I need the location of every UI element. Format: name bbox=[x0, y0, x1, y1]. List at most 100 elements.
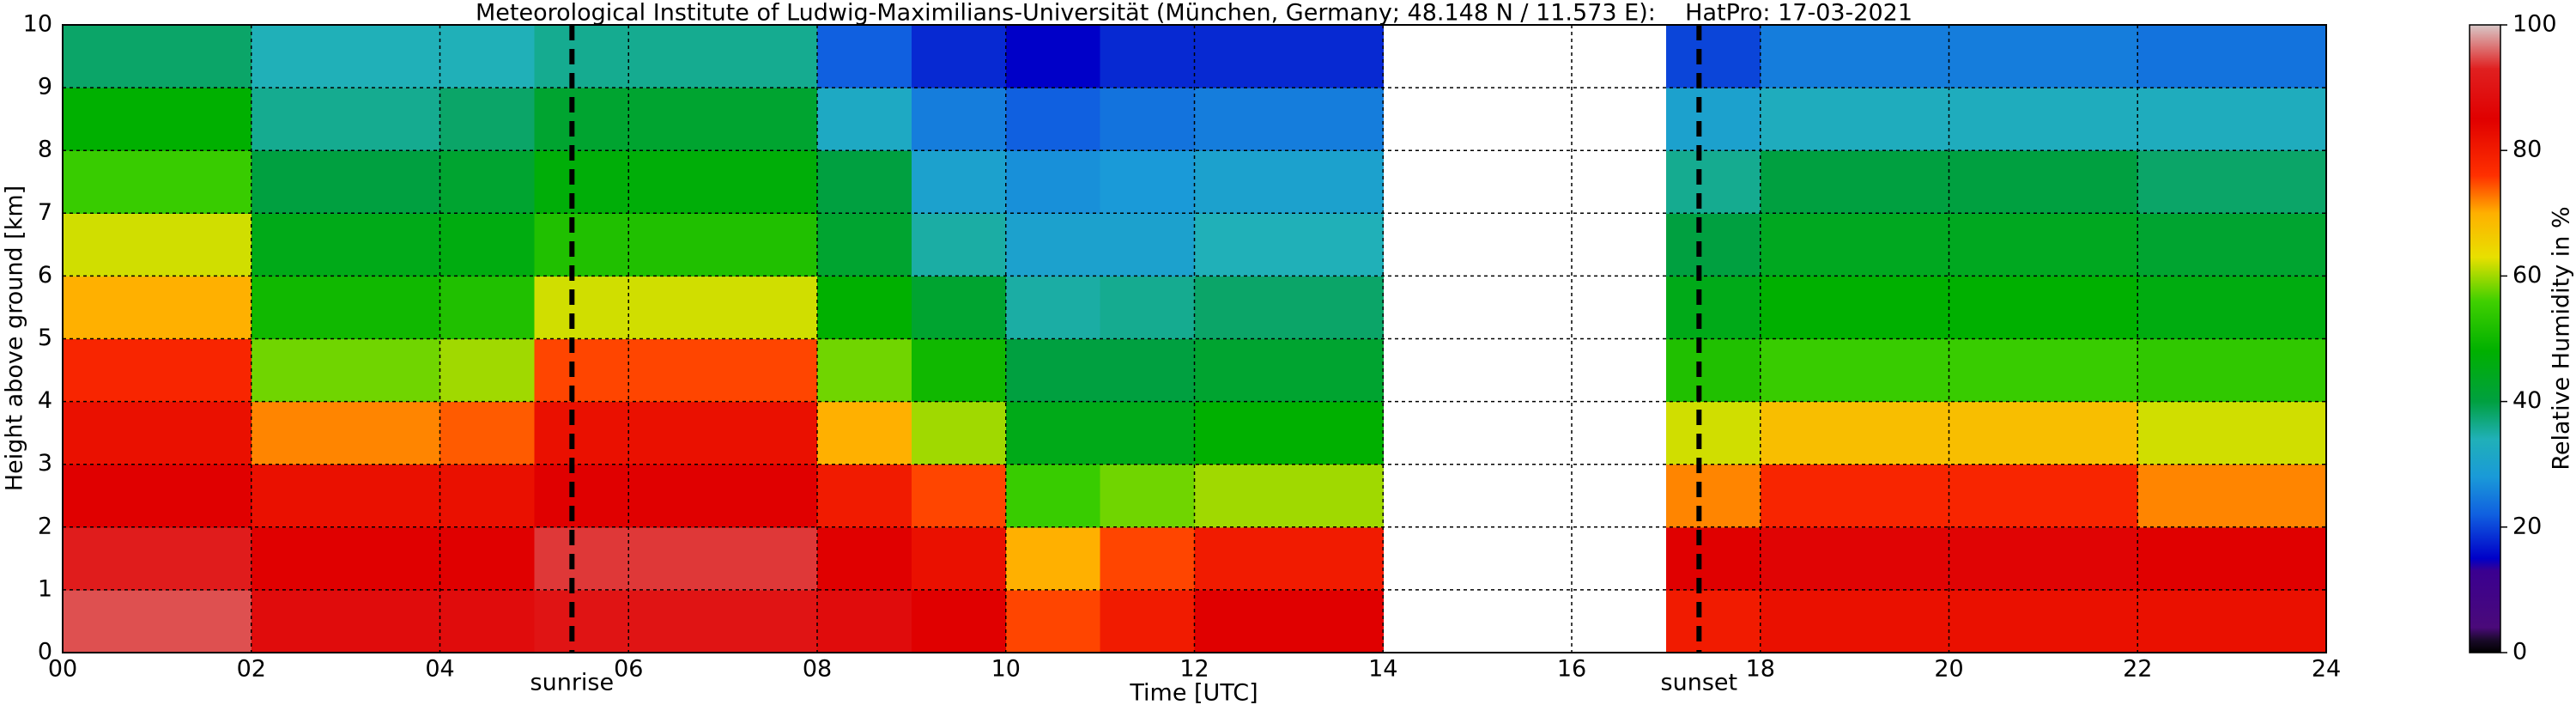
heatmap-cell bbox=[1854, 589, 1949, 653]
x-tick-label: 00 bbox=[48, 656, 77, 683]
x-tick-label: 24 bbox=[2312, 656, 2341, 683]
heatmap-cell bbox=[534, 25, 629, 88]
heatmap-cell bbox=[2043, 589, 2138, 653]
heatmap-cell bbox=[1854, 464, 1949, 528]
heatmap-cell bbox=[1760, 589, 1856, 653]
heatmap-cell bbox=[2137, 589, 2233, 653]
heatmap-cell bbox=[911, 150, 1007, 214]
heatmap-cell bbox=[1005, 276, 1101, 339]
heatmap-cell bbox=[2137, 88, 2233, 151]
heatmap-cell bbox=[911, 25, 1007, 88]
heatmap-cell bbox=[63, 150, 158, 214]
heatmap-cell bbox=[1760, 276, 1856, 339]
heatmap-cell bbox=[251, 213, 347, 276]
heatmap-cell bbox=[1949, 526, 2044, 591]
heatmap-cell bbox=[911, 213, 1007, 276]
heatmap-cell bbox=[345, 526, 440, 591]
heatmap-cell bbox=[2232, 464, 2327, 528]
y-tick-label: 8 bbox=[38, 137, 52, 163]
heatmap-cell bbox=[2137, 338, 2233, 403]
y-tick-label: 4 bbox=[38, 387, 52, 414]
heatmap-cell bbox=[1100, 276, 1195, 339]
heatmap-cell bbox=[2232, 88, 2327, 151]
x-tick-label: 08 bbox=[803, 656, 832, 683]
heatmap-cell bbox=[1194, 338, 1289, 403]
heatmap-cell bbox=[1005, 25, 1101, 88]
x-tick-label: 02 bbox=[237, 656, 266, 683]
heatmap-cell bbox=[2043, 150, 2138, 214]
heatmap-cell bbox=[534, 589, 629, 653]
heatmap-cell bbox=[251, 338, 347, 403]
heatmap-cell bbox=[2137, 526, 2233, 591]
y-tick-label: 10 bbox=[23, 11, 52, 38]
heatmap-cell bbox=[1100, 401, 1195, 465]
heatmap-cell bbox=[911, 526, 1007, 591]
heatmap-cell bbox=[63, 338, 158, 403]
heatmap-cell bbox=[439, 150, 535, 214]
heatmap-cell bbox=[1854, 338, 1949, 403]
heatmap-cell bbox=[1665, 464, 1761, 528]
colorbar-tick-label: 20 bbox=[2512, 513, 2542, 539]
heatmap-cell bbox=[628, 464, 724, 528]
heatmap-cell bbox=[2043, 338, 2138, 403]
heatmap-cell bbox=[723, 526, 818, 591]
heatmap-cell bbox=[1194, 464, 1289, 528]
heatmap-cell bbox=[1854, 25, 1949, 88]
x-tick-label: 18 bbox=[1746, 656, 1775, 683]
heatmap-cell bbox=[817, 213, 912, 276]
heatmap-cell bbox=[156, 213, 252, 276]
heatmap-cell bbox=[439, 213, 535, 276]
heatmap-cell bbox=[534, 88, 629, 151]
heatmap-cell bbox=[1100, 464, 1195, 528]
heatmap-cell bbox=[534, 338, 629, 403]
heatmap-cell bbox=[817, 589, 912, 653]
x-tick-label: 20 bbox=[1934, 656, 1963, 683]
heatmap-cell bbox=[1949, 25, 2044, 88]
heatmap-cell bbox=[628, 338, 724, 403]
heatmap-cell bbox=[1288, 150, 1384, 214]
heatmap-cell bbox=[911, 276, 1007, 339]
x-tick-label: 14 bbox=[1368, 656, 1397, 683]
heatmap-cell bbox=[2043, 88, 2138, 151]
heatmap-cell bbox=[1949, 150, 2044, 214]
heatmap-cell bbox=[1005, 88, 1101, 151]
heatmap-cell bbox=[1194, 589, 1289, 653]
heatmap-cell bbox=[156, 526, 252, 591]
heatmap-cell bbox=[63, 464, 158, 528]
x-tick-label: 22 bbox=[2123, 656, 2152, 683]
heatmap-cell bbox=[1760, 526, 1856, 591]
heatmap-cell bbox=[156, 401, 252, 465]
heatmap-cell bbox=[2043, 213, 2138, 276]
heatmap-cell bbox=[1100, 150, 1195, 214]
heatmap-cell bbox=[63, 526, 158, 591]
heatmap-cell bbox=[439, 276, 535, 339]
heatmap-cell bbox=[1665, 88, 1761, 151]
heatmap-cell bbox=[1194, 25, 1289, 88]
heatmap-cell bbox=[1949, 464, 2044, 528]
heatmap-cell bbox=[2043, 276, 2138, 339]
y-axis-label: Height above ground [km] bbox=[2, 185, 28, 491]
heatmap-cell bbox=[1665, 338, 1761, 403]
heatmap-cell bbox=[1194, 526, 1289, 591]
heatmap-cell bbox=[251, 464, 347, 528]
colorbar-tick-label: 40 bbox=[2512, 387, 2542, 414]
heatmap-cell bbox=[345, 338, 440, 403]
heatmap-cell bbox=[439, 464, 535, 528]
heatmap-cells bbox=[63, 25, 2327, 653]
annotation-label: sunset bbox=[1661, 670, 1738, 696]
heatmap-cell bbox=[723, 464, 818, 528]
y-tick-label: 2 bbox=[38, 513, 52, 539]
heatmap-cell bbox=[1288, 276, 1384, 339]
heatmap-cell bbox=[723, 276, 818, 339]
heatmap-cell bbox=[1665, 401, 1761, 465]
heatmap-cell bbox=[1665, 276, 1761, 339]
heatmap-cell bbox=[1100, 25, 1195, 88]
heatmap-cell bbox=[1288, 464, 1384, 528]
heatmap-cell bbox=[911, 401, 1007, 465]
x-tick-label: 04 bbox=[425, 656, 454, 683]
heatmap-cell bbox=[628, 150, 724, 214]
heatmap-cell bbox=[63, 88, 158, 151]
chart-title: Meteorological Institute of Ludwig-Maxim… bbox=[476, 0, 1912, 27]
colorbar-tick-label: 0 bbox=[2512, 639, 2527, 665]
heatmap-cell bbox=[345, 88, 440, 151]
